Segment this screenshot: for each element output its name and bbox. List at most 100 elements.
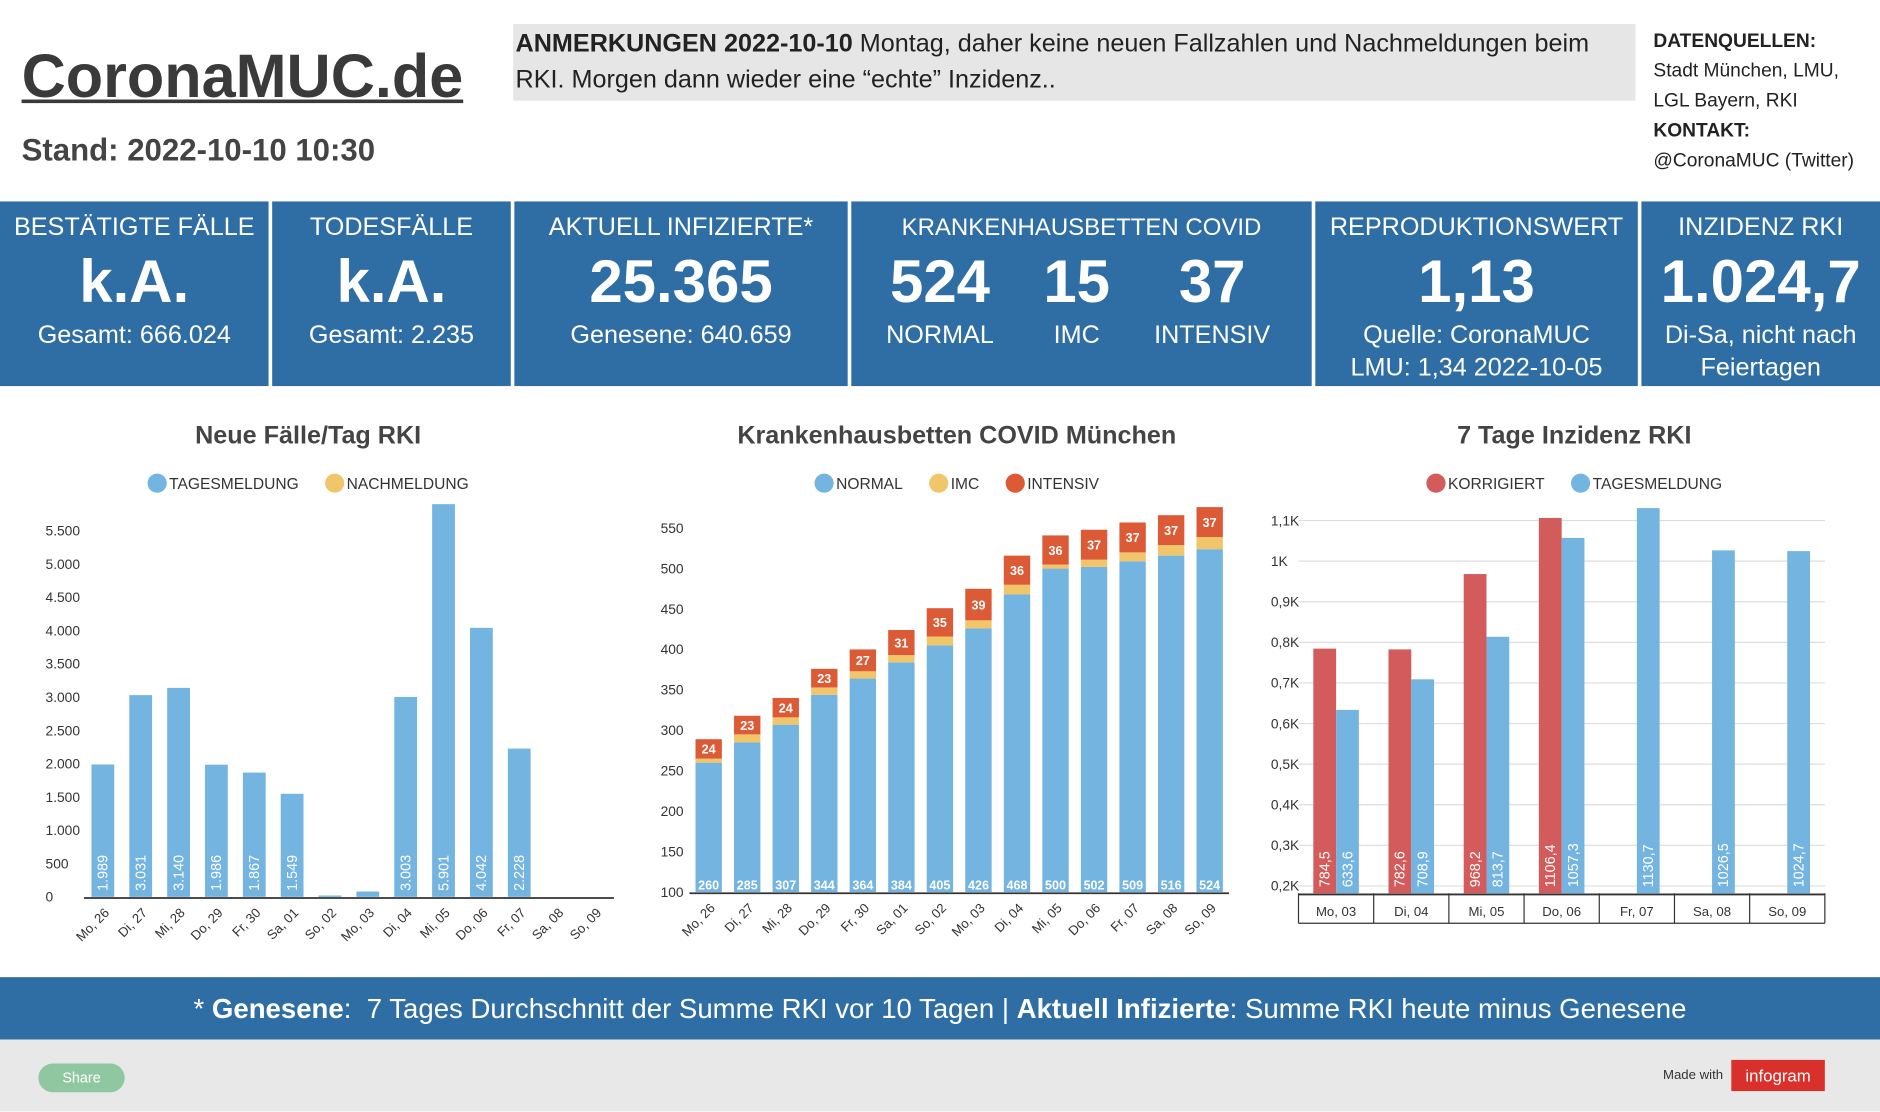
kpi-item: 524 NORMAL — [868, 245, 1012, 352]
kpi-note: Gesamt: 2.235 — [308, 321, 475, 349]
legend-marker — [1005, 473, 1025, 493]
legend-label: TAGESMELDUNG — [169, 476, 299, 493]
bar — [1080, 566, 1108, 893]
bar — [811, 668, 838, 688]
kpi-note: Di-Sa, nicht nach — [1664, 321, 1857, 349]
data-label: 1024,7 — [1791, 843, 1807, 887]
x-tick-label: So, 09 — [1181, 900, 1219, 938]
y-tick-label: 1K — [1271, 554, 1289, 569]
bar — [1042, 564, 1069, 569]
bar — [205, 764, 228, 897]
data-label: 37 — [1164, 524, 1178, 538]
bar — [280, 793, 304, 897]
y-tick-label: 1.500 — [46, 790, 81, 805]
bar — [734, 715, 761, 735]
sources-heading: DATENQUELLEN: — [1653, 31, 1817, 52]
data-label: 708,9 — [1415, 851, 1431, 887]
y-tick-label: 450 — [661, 602, 684, 617]
bar — [1196, 537, 1223, 550]
footer-term: Genesene — [211, 992, 344, 1024]
x-tick-label: Mo, 03 — [949, 900, 988, 939]
data-label: 37 — [1203, 516, 1217, 530]
kpi-value: 25.365 — [589, 248, 773, 316]
bar — [356, 891, 380, 897]
x-tick-label: Sa, 01 — [264, 905, 302, 943]
kpi-tile: BESTÄTIGTE FÄLLE k.A. Gesamt: 666.024 — [0, 201, 269, 387]
bar — [1712, 550, 1735, 894]
bar — [318, 895, 342, 897]
bar — [1042, 535, 1069, 565]
bar — [1787, 551, 1811, 894]
x-tick-label: Fr, 07 — [1620, 904, 1654, 919]
bar — [1119, 522, 1146, 553]
footer-star: * — [193, 992, 212, 1024]
x-tick-label: Di, 27 — [115, 905, 150, 940]
data-label: 27 — [856, 654, 870, 668]
data-label: 37 — [1087, 539, 1101, 553]
bar — [1119, 552, 1146, 562]
y-tick-label: 550 — [661, 521, 684, 536]
note-text: Montag, daher keine neuen Fallzahlen und… — [515, 29, 1590, 94]
x-tick-label: Mo, 03 — [1316, 904, 1356, 919]
data-label: 36 — [1049, 544, 1063, 558]
bar — [432, 504, 455, 897]
site-title[interactable]: CoronaMUC.de — [21, 41, 464, 111]
bar — [1003, 594, 1031, 893]
legend-label: KORRIGIERT — [1448, 476, 1545, 493]
x-tick-label: Mi, 05 — [1469, 904, 1505, 919]
x-tick-label: Sa, 08 — [1693, 904, 1731, 919]
legend-label: IMC — [951, 476, 980, 493]
y-tick-label: 100 — [661, 885, 684, 900]
bar — [1561, 537, 1585, 894]
data-label: 1.986 — [209, 855, 225, 891]
data-label: 24 — [702, 743, 716, 757]
brand-link[interactable]: infogram — [1731, 1059, 1825, 1092]
x-tick-label: So, 02 — [302, 905, 340, 943]
legend-label: NACHMELDUNG — [347, 476, 469, 493]
bar — [1157, 515, 1185, 546]
bar — [1388, 649, 1412, 894]
chart-title: Krankenhausbetten COVID München — [737, 422, 1176, 450]
bar — [1313, 648, 1337, 894]
bar — [1486, 636, 1510, 894]
bar — [1119, 561, 1146, 893]
kpi-item: 15 IMC — [1005, 245, 1149, 352]
bar — [1157, 555, 1185, 893]
note-heading: ANMERKUNGEN 2022-10-10 — [515, 29, 853, 58]
kpi-label: AKTUELL INFIZIERTE* — [548, 213, 814, 241]
legend-marker — [147, 473, 167, 493]
kpi-tile: REPRODUKTIONSWERT 1,13 Quelle: CoronaMUC… — [1315, 201, 1638, 387]
data-label: 502 — [1084, 879, 1105, 893]
bar — [167, 687, 190, 897]
y-tick-label: 0,4K — [1271, 798, 1300, 813]
share-button[interactable]: Share — [38, 1063, 125, 1093]
kpi-tile: AKTUELL INFIZIERTE* 25.365 Genesene: 640… — [514, 201, 848, 387]
y-tick-label: 0,2K — [1271, 879, 1300, 894]
x-tick-label: Mi, 28 — [759, 900, 795, 936]
bar — [1636, 508, 1660, 894]
y-tick-label: 400 — [661, 642, 684, 657]
y-tick-label: 0,8K — [1271, 635, 1300, 650]
chart-title: Neue Fälle/Tag RKI — [195, 422, 421, 450]
data-label: 516 — [1161, 879, 1182, 893]
bar — [470, 627, 493, 897]
x-tick-label: Do, 06 — [1065, 900, 1103, 938]
kpi-label: BESTÄTIGTE FÄLLE — [13, 213, 255, 241]
legend-marker — [929, 473, 949, 493]
contact: @CoronaMUC (Twitter) — [1653, 151, 1855, 172]
bar — [888, 630, 915, 656]
footer-text: : Summe RKI heute minus Genesene — [1229, 992, 1687, 1024]
kpi-note: LMU: 1,34 2022-10-05 — [1350, 353, 1603, 382]
data-label: 1026,5 — [1716, 843, 1732, 887]
bar — [1196, 549, 1223, 893]
data-label: 524 — [1199, 879, 1220, 893]
x-tick-label: Do, 29 — [796, 900, 834, 938]
data-label: 23 — [740, 719, 754, 733]
data-label: 509 — [1122, 879, 1143, 893]
kpi-note: Feiertagen — [1700, 353, 1821, 382]
data-label: 500 — [1045, 879, 1066, 893]
y-tick-label: 0,5K — [1271, 757, 1300, 772]
bar — [129, 695, 153, 897]
x-tick-label: Di, 04 — [380, 905, 415, 940]
x-tick-label: Do, 06 — [1542, 904, 1581, 919]
